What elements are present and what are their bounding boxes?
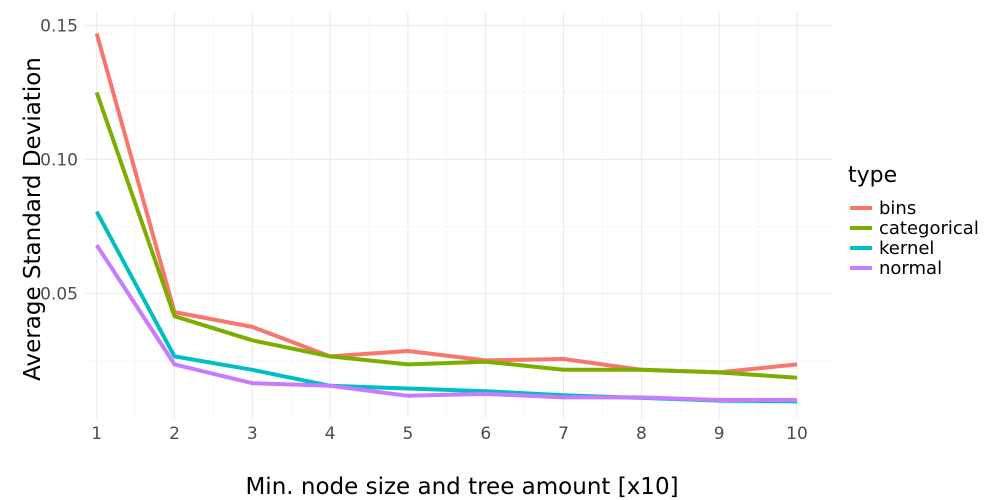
x-tick-label: 6 [480,424,491,444]
series-lines [94,32,798,404]
legend-label-categorical: categorical [879,218,979,239]
legend-label-normal: normal [879,258,942,279]
x-tick-label: 8 [636,424,647,444]
legend-title: type [848,163,897,188]
x-tick-label: 5 [403,424,414,444]
minor-gridlines [85,12,832,418]
series-line-normal [95,244,797,402]
y-axis-tick-labels: 0.05 0.10 0.15 [40,16,78,304]
x-axis-tick-labels: 1 2 3 4 5 6 7 8 9 10 [91,424,808,444]
x-tick-label: 10 [786,424,808,444]
x-tick-label: 4 [325,424,336,444]
series-line-categorical [94,91,798,380]
x-tick-label: 7 [558,424,569,444]
legend-label-kernel: kernel [879,238,934,259]
x-tick-label: 9 [714,424,725,444]
legend-label-bins: bins [879,198,916,219]
x-tick-label: 2 [169,424,180,444]
x-axis-title: Min. node size and tree amount [x10] [245,474,678,500]
x-tick-label: 1 [91,424,102,444]
y-tick-label: 0.15 [40,16,78,36]
x-tick-label: 3 [247,424,258,444]
y-axis-title: Average Standard Deviation [20,57,46,381]
y-tick-label: 0.10 [40,150,78,170]
y-tick-label: 0.05 [40,284,78,304]
